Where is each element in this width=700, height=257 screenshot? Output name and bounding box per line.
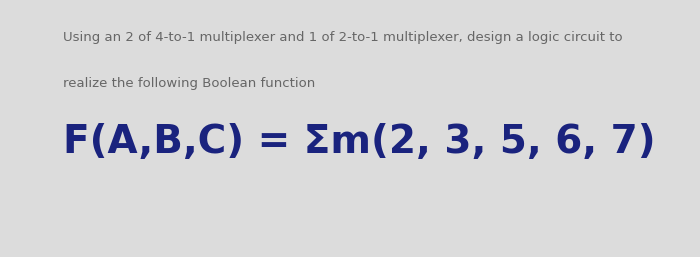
Text: realize the following Boolean function: realize the following Boolean function <box>63 77 315 90</box>
Text: F(A,B,C) = Σm(2, 3, 5, 6, 7): F(A,B,C) = Σm(2, 3, 5, 6, 7) <box>63 123 656 161</box>
Text: Using an 2 of 4-to-1 multiplexer and 1 of 2-to-1 multiplexer, design a logic cir: Using an 2 of 4-to-1 multiplexer and 1 o… <box>63 31 622 44</box>
